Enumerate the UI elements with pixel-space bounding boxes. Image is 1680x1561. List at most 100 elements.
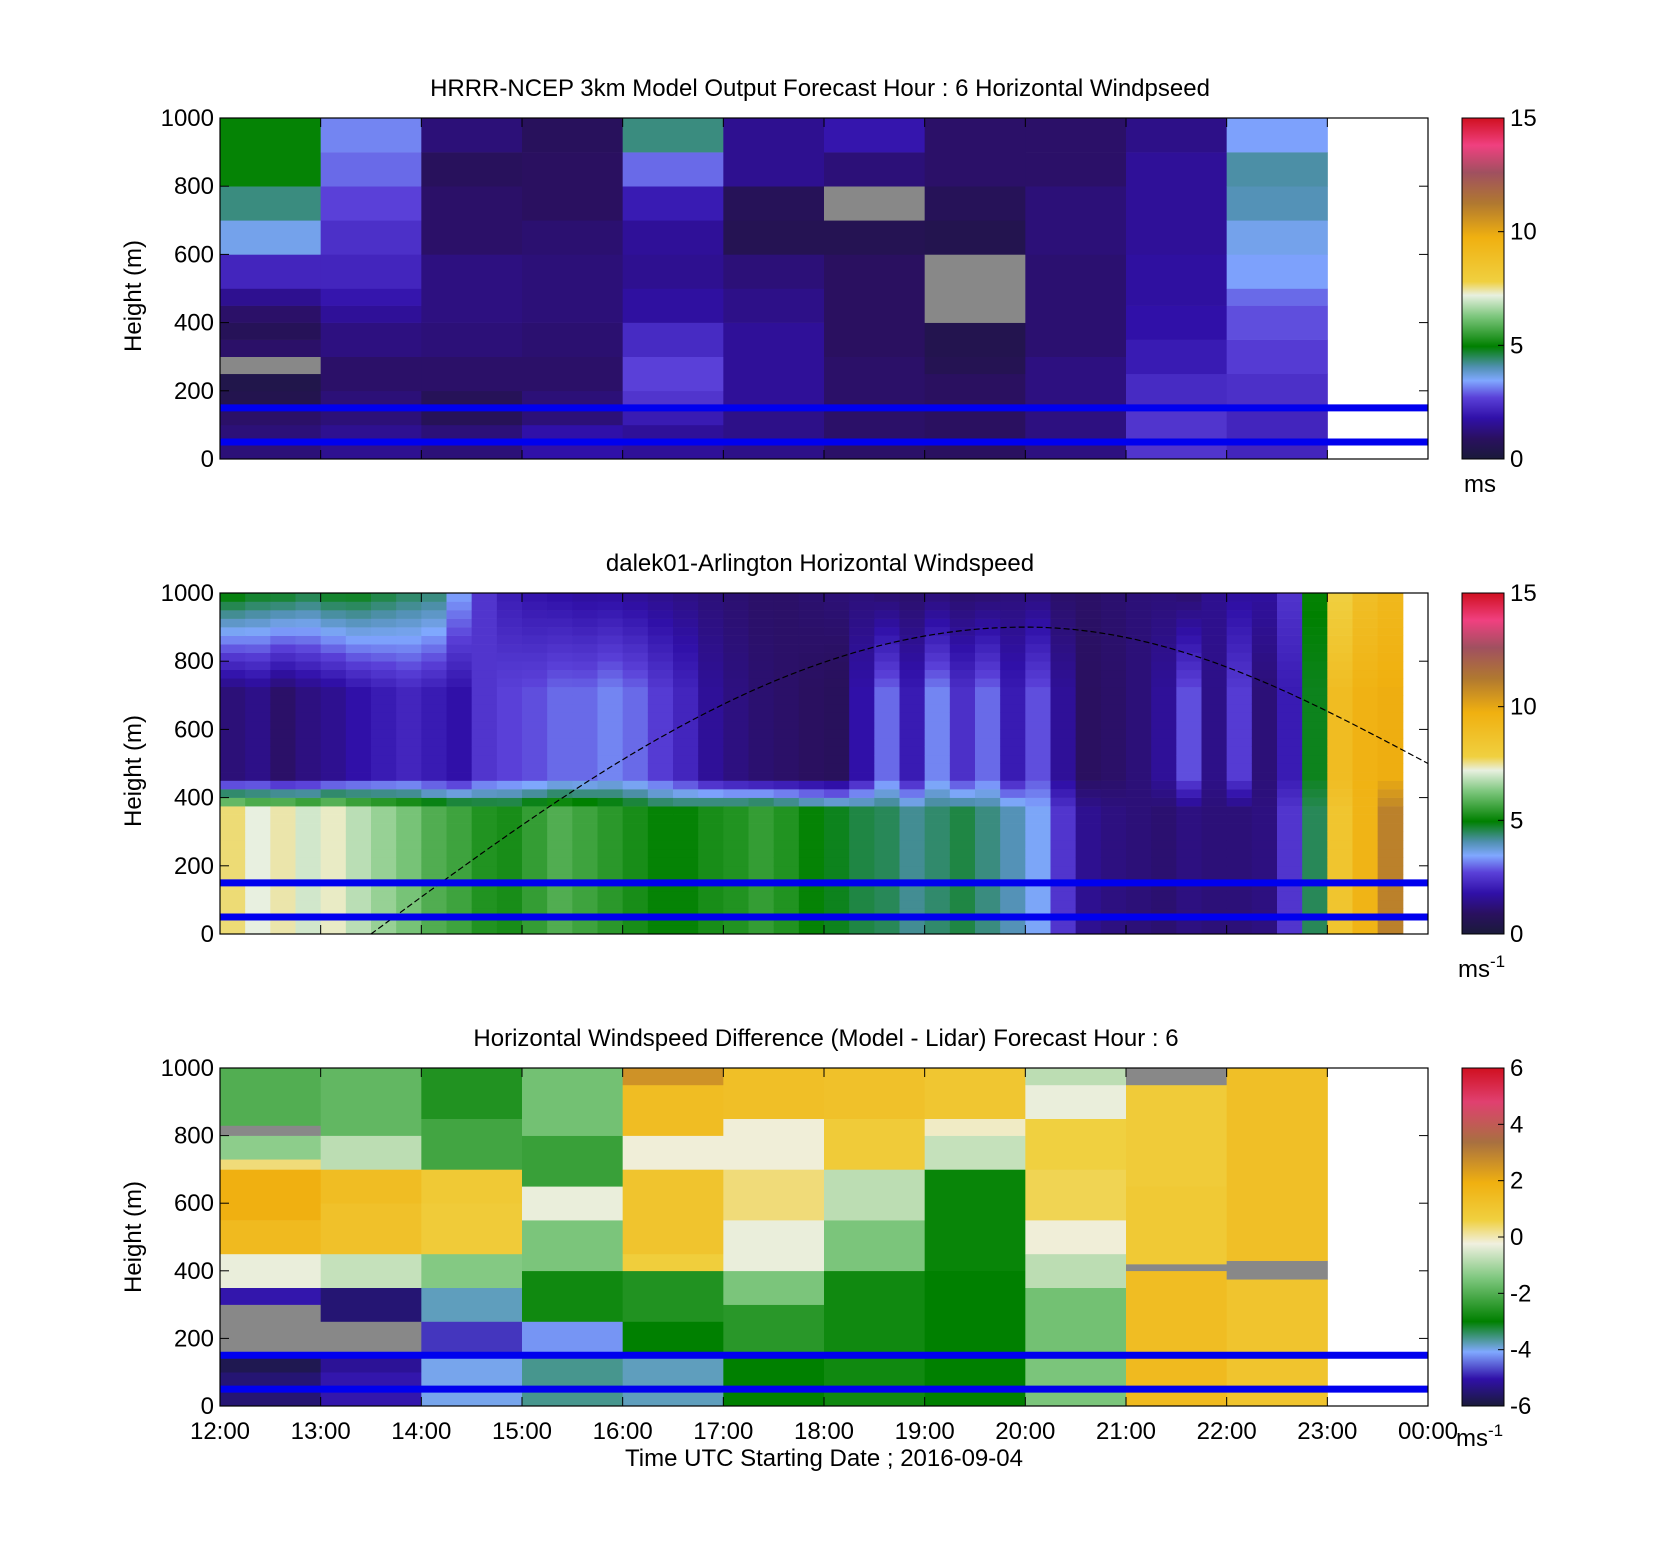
heatmap-cell [421,882,447,892]
heatmap-cell [572,772,598,781]
heatmap-cell [396,882,422,892]
heatmap-cell [949,874,976,884]
heatmap-cell [924,610,951,619]
heatmap-cell [1126,806,1152,815]
heatmap-cell [1352,865,1379,875]
heatmap-cell [1050,635,1077,645]
heatmap-cell [496,652,523,662]
heatmap-cell [1377,610,1404,619]
heatmap-cell [522,908,548,918]
heatmap-cell [396,823,422,832]
heatmap-cell [522,695,548,705]
heatmap-cell [1151,695,1177,705]
heatmap-cell [371,669,397,679]
panel-model-cells [220,118,1328,460]
heatmap-cell [723,627,749,636]
heatmap-cell [1126,703,1152,713]
heatmap-cell [1050,669,1077,679]
heatmap-cell [471,916,498,926]
heatmap-cell [723,618,749,628]
heatmap-cell [522,1068,624,1136]
heatmap-cell [446,695,473,705]
heatmap-cell [371,712,397,722]
heatmap-cell [622,678,649,688]
heatmap-cell [522,729,548,739]
heatmap-cell [798,712,825,722]
heatmap-cell [496,661,523,671]
heatmap-cell [220,772,246,781]
heatmap-cell [1100,831,1127,841]
heatmap-cell [270,874,296,884]
heatmap-cell [1126,1270,1228,1356]
heatmap-cell [647,729,674,739]
heatmap-cell [1151,635,1177,645]
heatmap-cell [1075,874,1102,884]
heatmap-cell [572,857,598,867]
heatmap-cell [622,356,724,392]
heatmap-cell [723,746,749,756]
heatmap-cell [1126,695,1152,705]
heatmap-cell [622,407,724,426]
heatmap-cell [622,865,649,875]
heatmap-cell [597,627,624,636]
heatmap-cell [396,593,422,602]
heatmap-cell [1277,780,1303,790]
heatmap-cell [748,627,775,636]
heatmap-cell [647,763,674,773]
heatmap-cell [1126,339,1228,375]
heatmap-cell [396,780,422,790]
heatmap-cell [1277,925,1303,935]
heatmap-cell [874,814,900,824]
heatmap-cell [798,686,825,696]
colorbar-unit: ms-1 [1458,952,1505,983]
heatmap-cell [471,601,498,611]
heatmap-cell [345,831,372,841]
heatmap-cell [396,848,422,858]
heatmap-cell [1151,780,1177,790]
heatmap-cell [773,763,800,773]
heatmap-cell [924,874,951,884]
heatmap-cell [1075,703,1102,713]
heatmap-cell [723,831,749,841]
heatmap-cell [547,840,573,850]
heatmap-cell [522,635,548,645]
heatmap-cell [975,865,1001,875]
heatmap-cell [496,635,523,645]
heatmap-cell [1151,789,1177,798]
colorbar-tick-label: 2 [1510,1168,1523,1195]
heatmap-cell [673,925,699,935]
heatmap-cell [698,652,724,662]
heatmap-cell [496,644,523,653]
heatmap-cell [698,678,724,688]
heatmap-cell [597,908,624,918]
heatmap-cell [673,601,699,611]
heatmap-cell [1327,882,1353,892]
heatmap-cell [824,652,850,662]
heatmap-cell [572,891,598,901]
heatmap-cell [1050,882,1077,892]
heatmap-cell [1352,806,1379,815]
heatmap-cell [547,891,573,901]
heatmap-cell [622,1169,724,1255]
heatmap-cell [1126,1355,1228,1407]
heatmap-cell [1025,1253,1127,1288]
heatmap-cell [1226,840,1253,850]
heatmap-cell [1377,882,1404,892]
heatmap-cell [723,848,749,858]
heatmap-cell [1226,661,1253,671]
heatmap-cell [345,908,372,918]
heatmap-cell [1100,772,1127,781]
heatmap-cell [647,635,674,645]
heatmap-cell [673,754,699,764]
heatmap-cell [622,686,649,696]
heatmap-cell [924,806,951,815]
colorbar-tick-label: 5 [1510,807,1523,834]
heatmap-cell [597,669,624,679]
heatmap-cell [1176,754,1202,764]
heatmap-cell [446,729,473,739]
heatmap-cell [396,644,422,653]
heatmap-cell [975,797,1001,807]
heatmap-cell [874,865,900,875]
heatmap-cell [496,763,523,773]
heatmap-cell [798,823,825,832]
